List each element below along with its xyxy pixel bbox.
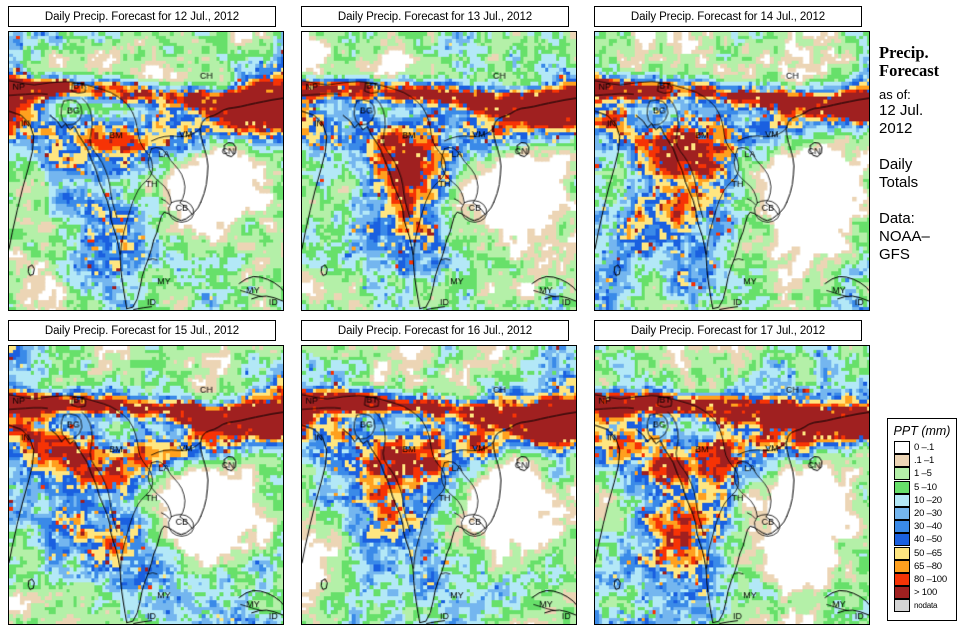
legend-label: > 100 — [914, 587, 938, 599]
forecast-panel: Daily Precip. Forecast for 16 Jul., 2012 — [301, 320, 577, 625]
precip-map[interactable] — [594, 345, 870, 625]
legend-title: PPT (mm) — [893, 424, 951, 438]
legend-label: 50 –65 — [914, 547, 942, 559]
panel-title: Daily Precip. Forecast for 13 Jul., 2012 — [301, 6, 569, 27]
legend-label: 80 –100 — [914, 573, 947, 585]
legend-label: 65 –80 — [914, 560, 942, 572]
forecast-panel: Daily Precip. Forecast for 13 Jul., 2012 — [301, 6, 577, 311]
legend-label: 30 –40 — [914, 521, 942, 533]
precip-map[interactable] — [301, 31, 577, 311]
legend-swatch — [894, 546, 910, 560]
forecast-panel: Daily Precip. Forecast for 17 Jul., 2012 — [594, 320, 870, 625]
figure-caption: Precip. Forecast as of: 12 Jul. 2012 Dai… — [879, 44, 965, 264]
precip-map[interactable] — [594, 31, 870, 311]
legend-entry: nodata — [894, 599, 956, 613]
legend-swatch — [894, 493, 910, 507]
legend-entry: 5 –10 — [894, 480, 956, 494]
legend-label: 1 –5 — [914, 468, 932, 480]
caption-totals-line2: Totals — [879, 174, 919, 191]
precip-map-canvas — [595, 346, 869, 624]
legend-entry: 50 –65 — [894, 546, 956, 560]
caption-data-line1: Data: — [879, 210, 915, 227]
precip-map-canvas — [302, 32, 576, 310]
legend-entry: .1 –1 — [894, 454, 956, 468]
panel-title: Daily Precip. Forecast for 17 Jul., 2012 — [594, 320, 862, 341]
legend-swatch — [894, 467, 910, 481]
legend-entry: 0 –.1 — [894, 441, 956, 455]
legend-entry: 1 –5 — [894, 467, 956, 481]
precip-map-canvas — [9, 346, 283, 624]
caption-data-line3: GFS — [879, 246, 910, 263]
legend-label: 40 –50 — [914, 534, 942, 546]
panel-title: Daily Precip. Forecast for 14 Jul., 2012 — [594, 6, 862, 27]
panel-title: Daily Precip. Forecast for 15 Jul., 2012 — [8, 320, 276, 341]
legend-swatch — [894, 599, 910, 613]
legend-swatch — [894, 559, 910, 573]
caption-asof-label: as of: — [879, 87, 911, 102]
legend-entry: 65 –80 — [894, 559, 956, 573]
legend-swatch — [894, 572, 910, 586]
legend-entry: 40 –50 — [894, 533, 956, 547]
legend-label: 0 –.1 — [914, 442, 935, 454]
caption-heading-line2: Forecast — [879, 61, 940, 80]
legend-swatch — [894, 454, 910, 468]
legend-swatch — [894, 441, 910, 455]
legend-swatch — [894, 507, 910, 521]
legend-label: nodata — [914, 601, 938, 611]
caption-asof-date-line2: 2012 — [879, 120, 913, 137]
legend-label: .1 –1 — [914, 455, 935, 467]
panel-title: Daily Precip. Forecast for 16 Jul., 2012 — [301, 320, 569, 341]
legend-label: 20 –30 — [914, 508, 942, 520]
precip-legend: PPT (mm) 0 –.1.1 –1 1 –5 5 –10 10 –20 20 –30… — [887, 418, 957, 621]
caption-asof-date-line1: 12 Jul. — [879, 102, 924, 119]
precip-map[interactable] — [301, 345, 577, 625]
forecast-panel: Daily Precip. Forecast for 14 Jul., 2012 — [594, 6, 870, 311]
caption-totals-line1: Daily — [879, 156, 913, 173]
precip-map-canvas — [595, 32, 869, 310]
precip-map[interactable] — [8, 31, 284, 311]
legend-swatch — [894, 533, 910, 547]
legend-label: 10 –20 — [914, 494, 942, 506]
caption-data-line2: NOAA– — [879, 228, 930, 245]
legend-swatch — [894, 520, 910, 534]
forecast-panel: Daily Precip. Forecast for 12 Jul., 2012 — [8, 6, 284, 311]
panel-title: Daily Precip. Forecast for 12 Jul., 2012 — [8, 6, 276, 27]
caption-heading-line1: Precip. — [879, 43, 929, 62]
legend-swatch — [894, 586, 910, 600]
forecast-panel: Daily Precip. Forecast for 15 Jul., 2012 — [8, 320, 284, 625]
precip-map-canvas — [9, 32, 283, 310]
precip-map-canvas — [302, 346, 576, 624]
legend-entry: > 100 — [894, 586, 956, 600]
legend-entry: 20 –30 — [894, 507, 956, 521]
legend-rows: 0 –.1.1 –1 1 –5 5 –10 10 –20 20 –30 30 –40 40 … — [888, 441, 956, 613]
legend-entry: 80 –100 — [894, 572, 956, 586]
legend-swatch — [894, 480, 910, 494]
legend-entry: 30 –40 — [894, 520, 956, 534]
precip-map[interactable] — [8, 345, 284, 625]
legend-label: 5 –10 — [914, 481, 937, 493]
legend-entry: 10 –20 — [894, 493, 956, 507]
